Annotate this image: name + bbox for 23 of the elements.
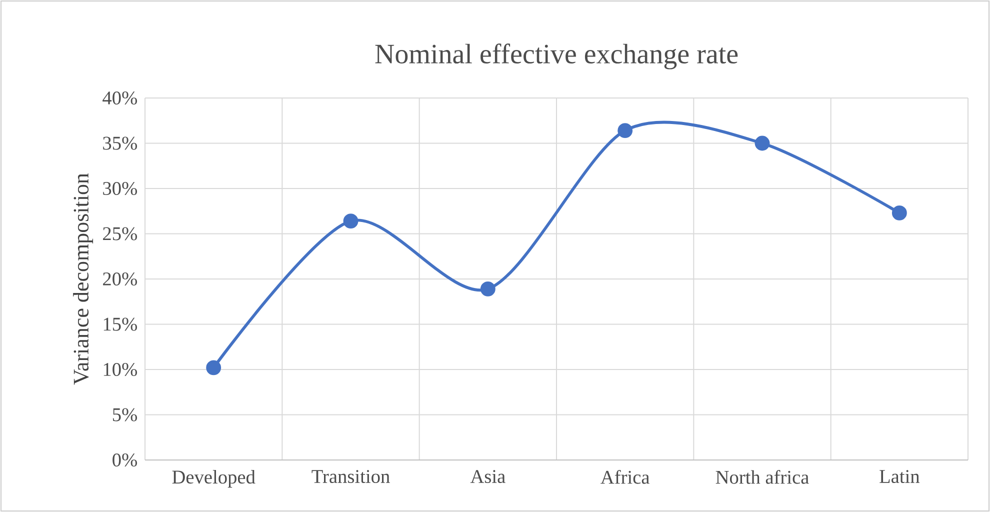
x-tick-label: Transition <box>312 470 390 484</box>
y-tick-label: 5% <box>112 408 137 422</box>
y-tick-label: 20% <box>103 272 137 286</box>
y-tick-label: 25% <box>103 227 137 240</box>
y-tick-label: 40% <box>102 91 137 105</box>
point <box>892 205 907 220</box>
x-tick-label: Developed <box>172 470 256 488</box>
point <box>206 360 222 376</box>
y-tick-label: 0% <box>112 453 137 467</box>
point <box>754 136 770 151</box>
y-tick-label: 10% <box>104 362 137 376</box>
y-axis-title: Variance decomposition <box>73 173 94 385</box>
point <box>618 123 633 138</box>
y-tick-label: 15% <box>104 318 137 331</box>
point <box>480 281 496 296</box>
x-tick-label: Asia <box>470 470 506 484</box>
chart-title: Nominal effective exchange rate <box>375 44 738 70</box>
y-tick-label: 30% <box>103 182 137 196</box>
x-tick-label: Latin <box>880 470 920 484</box>
point <box>343 214 358 229</box>
x-tick-label: Africa <box>600 470 650 484</box>
x-tick-label: North africa <box>716 470 809 484</box>
y-tick-label: 35% <box>103 136 137 150</box>
